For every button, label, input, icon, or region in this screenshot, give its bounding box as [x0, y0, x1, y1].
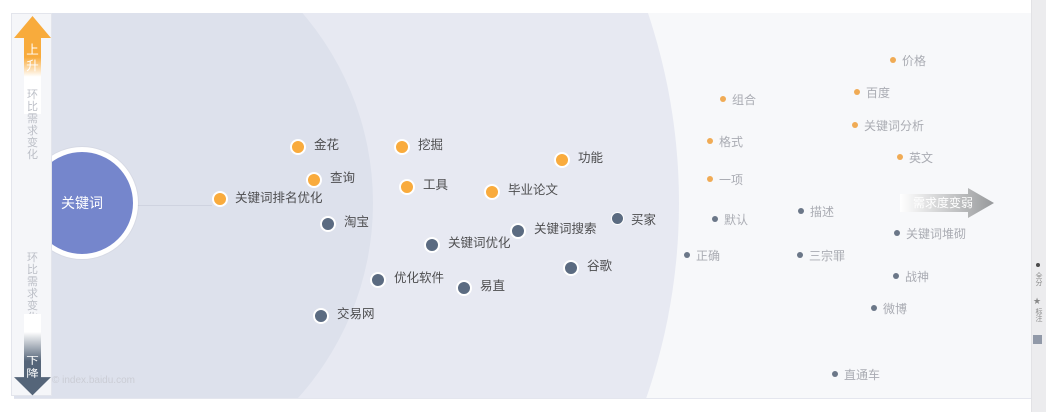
svg-text:需求度变弱: 需求度变弱 [913, 195, 973, 210]
svg-text:降: 降 [26, 367, 39, 380]
svg-text:上: 上 [26, 43, 39, 57]
svg-text:升: 升 [26, 59, 39, 73]
svg-text:下: 下 [26, 356, 38, 367]
